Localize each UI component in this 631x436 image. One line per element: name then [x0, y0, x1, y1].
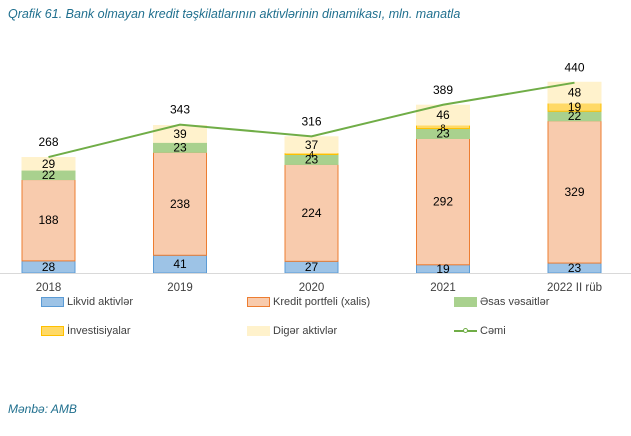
data-label-sas-v-saitl-r-2: 23: [305, 152, 319, 166]
data-label-i-nvestisiyalar-2: 4: [309, 150, 314, 160]
data-label-dig-r-aktivl-r-4: 48: [568, 86, 582, 100]
chart-title: Qrafik 61. Bank olmayan kredit təşkilatl…: [8, 7, 461, 21]
data-label-likvid-aktivl-r-0: 28: [42, 260, 56, 274]
x-tick-label-2: 2020: [299, 282, 325, 294]
data-label-i-nvestisiyalar-4: 19: [568, 100, 582, 114]
data-label-dig-r-aktivl-r-0: 29: [42, 157, 56, 171]
x-tick-label-1: 2019: [167, 282, 193, 294]
bar-segment-kredit-portfeli-xalis-4: [547, 120, 602, 264]
data-label-kredit-portfeli-xalis-3: 292: [433, 195, 453, 209]
data-label-likvid-aktivl-r-1: 41: [173, 257, 187, 271]
total-label-2: 316: [301, 114, 321, 128]
data-label-likvid-aktivl-r-4: 23: [568, 261, 582, 275]
data-label-kredit-portfeli-xalis-4: 329: [564, 185, 584, 199]
data-label-kredit-portfeli-xalis-2: 224: [301, 206, 321, 220]
data-label-dig-r-aktivl-r-2: 37: [305, 138, 319, 152]
bar-segment-kredit-portfeli-xalis-1: [153, 151, 207, 256]
data-label-likvid-aktivl-r-3: 19: [436, 262, 450, 276]
bar-segment-kredit-portfeli-xalis-2: [284, 163, 339, 262]
total-label-3: 389: [433, 83, 453, 97]
source-note: Mənbə: AMB: [8, 402, 77, 416]
total-label-4: 440: [564, 61, 584, 75]
data-label-likvid-aktivl-r-2: 27: [305, 260, 319, 274]
line-series-c-mi: [48, 81, 575, 159]
data-label-dig-r-aktivl-r-3: 46: [436, 108, 450, 122]
data-label-dig-r-aktivl-r-1: 39: [173, 127, 187, 141]
data-label-sas-v-saitl-r-0: 22: [42, 168, 56, 182]
data-label-sas-v-saitl-r-3: 23: [436, 127, 450, 141]
data-label-kredit-portfeli-xalis-1: 238: [170, 197, 190, 211]
data-label-i-nvestisiyalar-3: 8: [440, 123, 445, 133]
bar-segment-dig-r-aktivl-r-4: [547, 81, 602, 104]
total-label-1: 343: [170, 103, 190, 117]
data-label-sas-v-saitl-r-1: 23: [173, 140, 187, 154]
bar-segment-dig-r-aktivl-r-0: [21, 157, 76, 171]
total-label-0: 268: [38, 135, 58, 149]
data-label-sas-v-saitl-r-4: 22: [568, 109, 582, 123]
bar-segment-kredit-portfeli-xalis-0: [21, 179, 76, 262]
x-tick-label-0: 2018: [36, 282, 62, 294]
bar-segment-kredit-portfeli-xalis-3: [416, 137, 470, 266]
data-label-kredit-portfeli-xalis-0: 188: [38, 213, 58, 227]
x-tick-label-4: 2022 II rüb: [547, 282, 602, 294]
x-tick-label-3: 2021: [430, 282, 456, 294]
